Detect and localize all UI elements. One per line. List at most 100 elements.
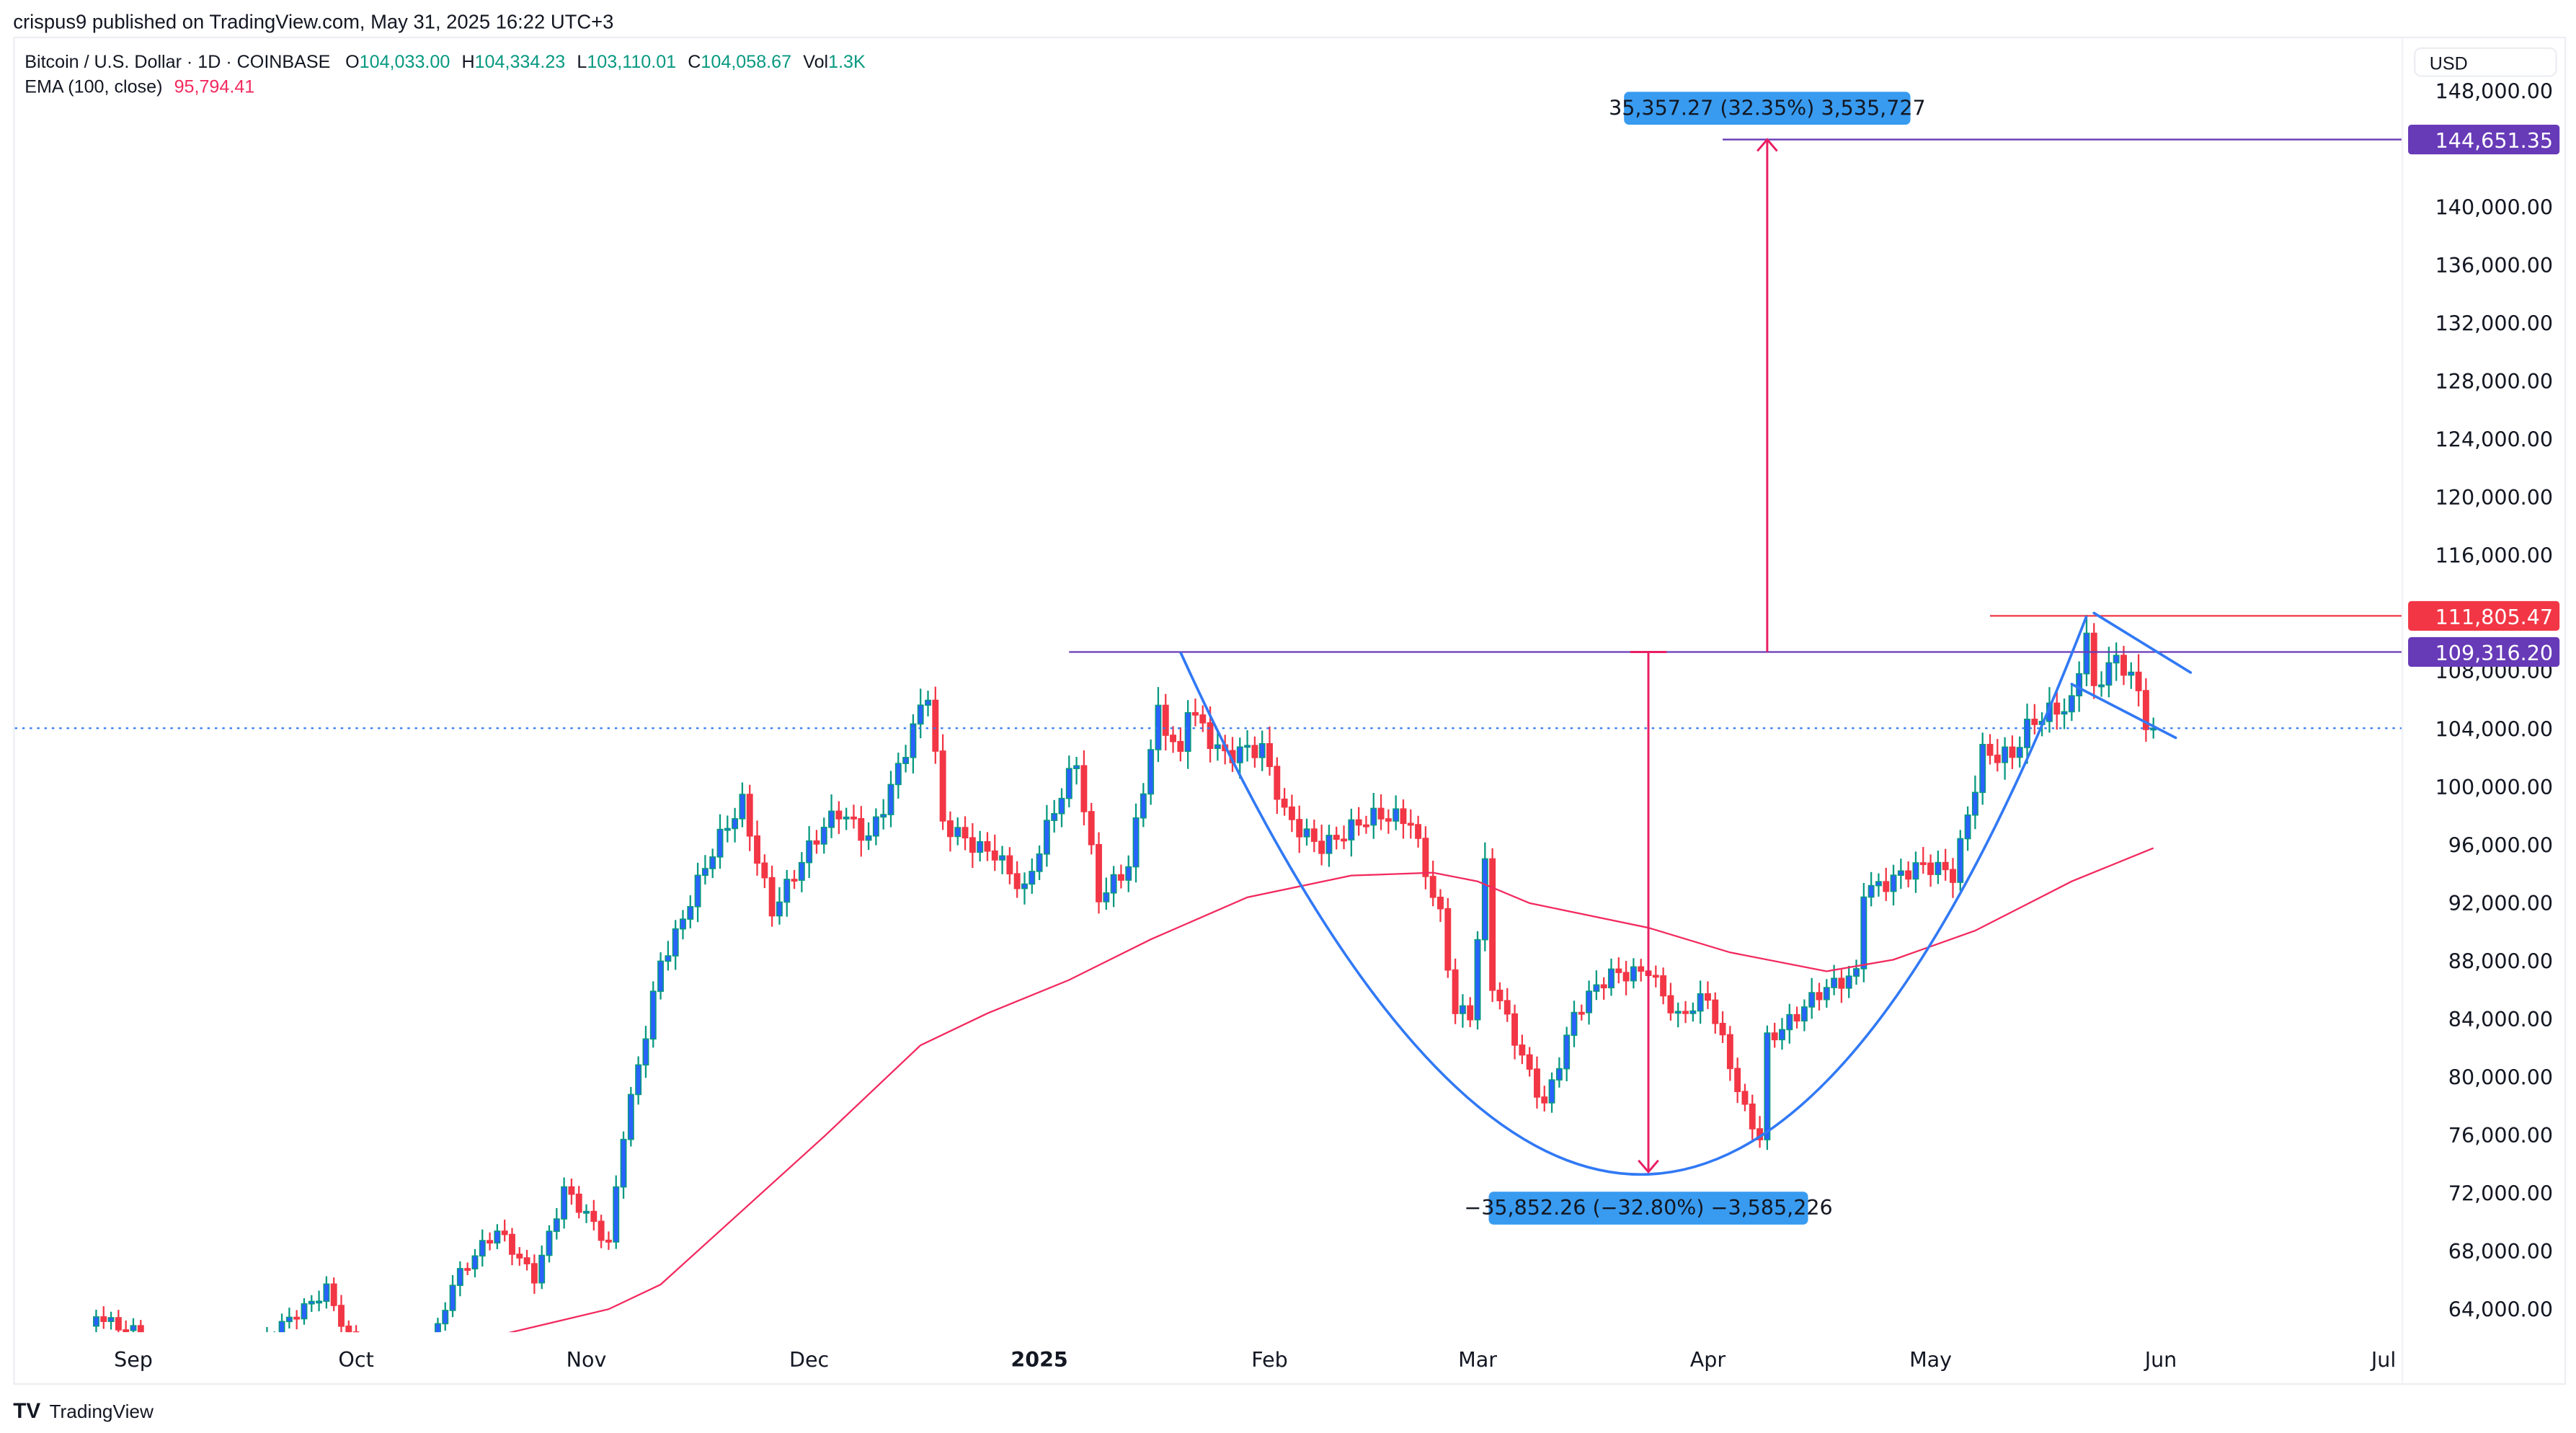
candle-down <box>1667 982 1674 1021</box>
candle-body <box>1029 871 1036 885</box>
candle-body <box>1823 987 1830 1001</box>
candle-body <box>1407 822 1414 826</box>
candle-down <box>530 1254 538 1294</box>
candle-body <box>1073 765 1080 769</box>
candle-body <box>352 1331 360 1333</box>
ema-legend[interactable]: EMA (100, close) 95,794.41 <box>25 76 254 97</box>
candle-up <box>1214 730 1221 761</box>
volume-value: 1.3K <box>828 52 866 72</box>
candle-body <box>308 1300 315 1305</box>
price-tick-label: 88,000.00 <box>2448 950 2553 974</box>
candle-body <box>1341 838 1347 842</box>
candle-body <box>338 1305 345 1327</box>
candle-up <box>680 910 686 940</box>
candle-body <box>1147 749 1155 795</box>
time-axis[interactable]: Sep Oct Nov Dec 2025 Feb Mar Apr May Jun Jul <box>114 1348 2396 1372</box>
candle-down <box>1363 815 1369 834</box>
candle-up <box>434 1318 441 1333</box>
candle-up <box>1147 739 1155 805</box>
candle-body <box>820 826 827 845</box>
candle-body <box>434 1323 441 1333</box>
candle-body <box>1140 793 1147 819</box>
symbol-title: Bitcoin / U.S. Dollar · 1D · COINBASE <box>25 52 330 72</box>
candle-body <box>1051 812 1058 821</box>
currency-button[interactable]: USD <box>2414 47 2557 77</box>
candle-up <box>1867 871 1875 907</box>
candle-body <box>2009 746 2016 758</box>
candle-down <box>1712 992 1719 1034</box>
candle-body <box>1890 874 1897 892</box>
candle-up <box>642 1026 649 1078</box>
candle-down <box>835 801 843 834</box>
candle-down <box>991 834 998 871</box>
candle-up <box>1800 999 1808 1032</box>
candle-body <box>1393 808 1400 822</box>
tradingview-logo-icon: TV <box>13 1399 40 1423</box>
candle-body <box>487 1240 494 1244</box>
candle-down <box>1467 997 1474 1027</box>
candle-body <box>1444 908 1452 971</box>
candle-up <box>1860 883 1867 982</box>
candle-up <box>1979 732 1986 805</box>
candle-body <box>1563 1034 1571 1070</box>
candle-up <box>2002 737 2009 780</box>
candle-body <box>1162 704 1169 736</box>
candle-body <box>1489 858 1496 991</box>
candle-body <box>991 850 998 861</box>
candle-up <box>479 1229 486 1267</box>
candle-down <box>2009 735 2016 769</box>
candle-up <box>1912 851 1919 893</box>
candle-down <box>487 1232 494 1251</box>
candle-up <box>1029 858 1036 894</box>
candle-body <box>1793 1013 1800 1022</box>
candle-down <box>464 1262 471 1275</box>
candle-body <box>1296 819 1303 838</box>
candle-down <box>516 1247 523 1266</box>
candle-down <box>1741 1083 1749 1112</box>
price-badge-high <box>2408 600 2560 631</box>
candle-down <box>2135 654 2142 706</box>
candle-body <box>1207 722 1214 750</box>
candle-body <box>1266 742 1273 768</box>
candle-body <box>894 763 902 786</box>
ema-label: EMA (100, close) <box>25 76 162 97</box>
plot-area[interactable] <box>14 615 2402 1433</box>
candle-up <box>2098 671 2105 697</box>
candle-down <box>598 1215 605 1248</box>
candle-down <box>605 1231 612 1250</box>
candle-body <box>1348 819 1355 840</box>
candle-up <box>1103 877 1110 910</box>
candle-body <box>843 816 850 820</box>
candle-down <box>1377 794 1385 830</box>
candle-body <box>1481 858 1488 941</box>
candle-body <box>1251 745 1258 758</box>
candle-body <box>1504 1000 1511 1015</box>
candle-body <box>1897 870 1904 876</box>
candle-body <box>939 750 946 822</box>
candle-body <box>598 1220 605 1241</box>
candle-down <box>1660 967 1667 1005</box>
candle-down <box>1192 698 1199 727</box>
candle-up <box>1964 806 1971 851</box>
candle-body <box>130 1325 137 1331</box>
candle-body <box>724 828 731 831</box>
time-tick-label: Dec <box>789 1348 829 1372</box>
candle-up <box>1325 825 1333 867</box>
candle-down <box>2142 678 2149 742</box>
candle-up <box>716 814 724 869</box>
candle-down <box>1333 826 1340 850</box>
price-axis[interactable]: 64,000.00 68,000.00 72,000.00 76,000.00 80,0… <box>2435 79 2553 1321</box>
candle-down <box>1942 848 1949 881</box>
candle-up <box>1051 799 1058 833</box>
candle-body <box>1615 968 1622 973</box>
candle-body <box>1689 1010 1697 1014</box>
candle-body <box>709 856 716 869</box>
price-tick-label: 100,000.00 <box>2435 776 2553 799</box>
candle-body <box>115 1317 122 1331</box>
candle-up <box>561 1177 568 1229</box>
candle-body <box>538 1254 546 1284</box>
candle-body <box>754 835 760 864</box>
candle-up <box>1474 931 1481 1030</box>
candle-body <box>1184 711 1191 752</box>
